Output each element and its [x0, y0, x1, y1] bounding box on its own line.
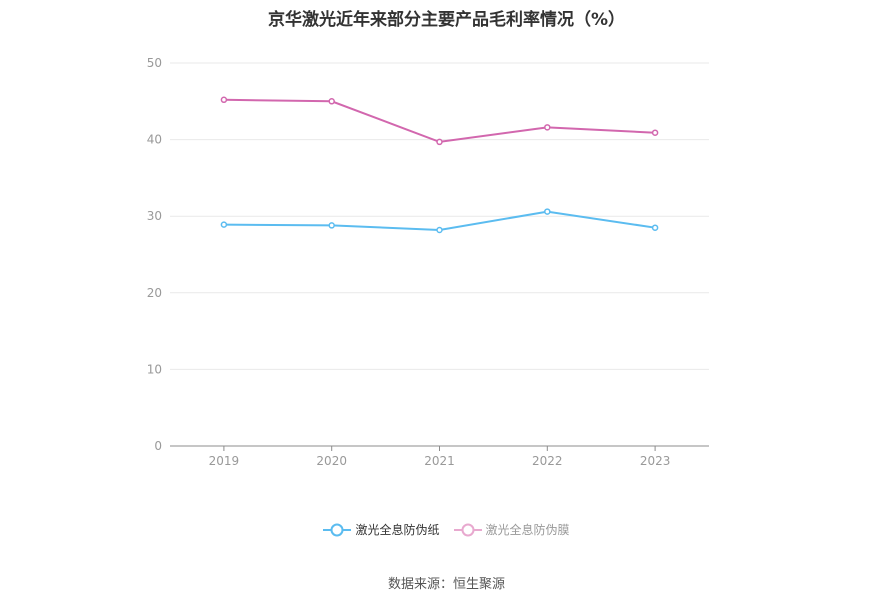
legend-label-film: 激光全息防伪膜 — [485, 523, 570, 537]
y-tick-label: 40 — [147, 133, 162, 147]
grid-lines — [170, 62, 709, 370]
series-line — [223, 98, 656, 143]
series-group — [220, 96, 659, 234]
data-point[interactable] — [544, 124, 551, 131]
data-source: 数据来源：恒生聚源 — [387, 577, 505, 592]
y-tick-label: 50 — [147, 56, 162, 70]
x-tick-label: 2023 — [640, 454, 671, 468]
y-tick-label: 0 — [154, 439, 162, 453]
data-point[interactable] — [651, 224, 659, 231]
data-point[interactable] — [544, 208, 551, 215]
x-tick-label: 2022 — [532, 454, 563, 468]
data-point[interactable] — [328, 98, 335, 105]
legend-item-paper[interactable]: 激光全息防伪纸 — [323, 521, 440, 538]
y-axis: 0 10 20 30 40 50 — [147, 56, 162, 453]
legend: 激光全息防伪纸 激光全息防伪膜 — [0, 521, 893, 538]
chart-title: 京华激光近年来部分主要产品毛利率情况（%） — [267, 10, 626, 30]
x-tick-label: 2019 — [209, 454, 240, 468]
x-tick-label: 2021 — [424, 454, 455, 468]
legend-line-circle-icon — [323, 523, 352, 536]
y-tick-label: 10 — [147, 362, 162, 376]
y-tick-label: 30 — [147, 209, 162, 223]
data-point[interactable] — [651, 129, 659, 136]
x-axis: 2019 2020 2021 2022 2023 — [170, 445, 709, 468]
legend-line-circle-icon — [453, 523, 482, 536]
x-tick-label: 2020 — [316, 454, 347, 468]
y-tick-label: 20 — [147, 286, 162, 300]
legend-item-film[interactable]: 激光全息防伪膜 — [453, 521, 570, 538]
data-point[interactable] — [220, 221, 228, 228]
data-point[interactable] — [436, 138, 443, 146]
data-point[interactable] — [436, 226, 443, 234]
legend-label-paper: 激光全息防伪纸 — [355, 523, 440, 537]
data-point[interactable] — [328, 222, 335, 229]
data-point[interactable] — [220, 96, 228, 104]
